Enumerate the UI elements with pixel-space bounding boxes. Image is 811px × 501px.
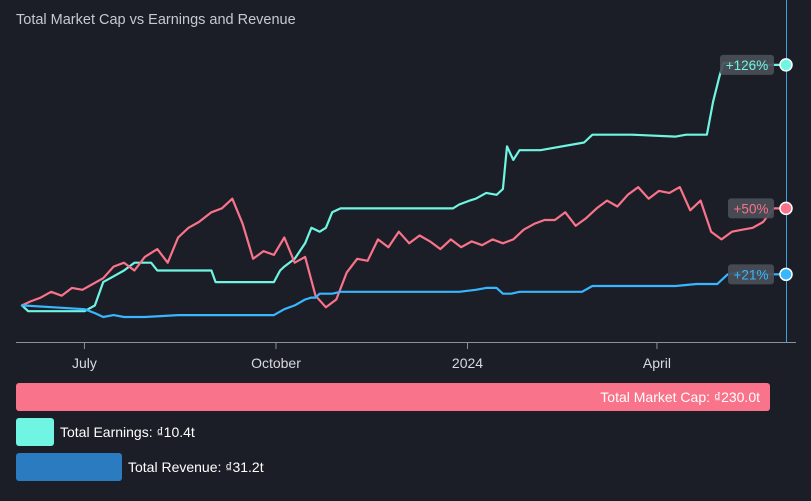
revenue-end-marker — [779, 267, 793, 282]
market-cap-end-marker — [779, 201, 793, 216]
revenue-end-label-box — [728, 264, 774, 285]
earnings-bar — [16, 418, 54, 446]
earnings-end-marker — [779, 58, 793, 72]
line-chart: July October 2024 April +126% +50% +21% — [16, 0, 796, 371]
x-tick-label: October — [251, 355, 301, 371]
revenue-end-label: +21% — [734, 267, 769, 282]
market-cap-bar: Total Market Cap: ₫230.0t — [16, 383, 770, 411]
x-tick-label: 2024 — [452, 355, 483, 371]
market-cap-end-label: +50% — [734, 201, 769, 216]
x-tick-label: July — [72, 355, 97, 371]
revenue-line — [20, 271, 788, 319]
market-cap-end-label-box — [728, 198, 774, 219]
revenue-bar-label: Total Revenue: ₫31.2t — [128, 459, 264, 475]
earnings-end-label: +126% — [726, 58, 768, 73]
market-cap-bar-label: Total Market Cap: ₫230.0t — [600, 389, 760, 405]
earnings-line — [20, 61, 788, 313]
earnings-end-label-box — [720, 54, 774, 75]
market-cap-line — [20, 186, 788, 309]
earnings-bar-label: Total Earnings: ₫10.4t — [60, 424, 195, 440]
x-tick-label: April — [643, 355, 671, 371]
chart-title: Total Market Cap vs Earnings and Revenue — [16, 12, 296, 28]
revenue-bar — [16, 453, 122, 481]
